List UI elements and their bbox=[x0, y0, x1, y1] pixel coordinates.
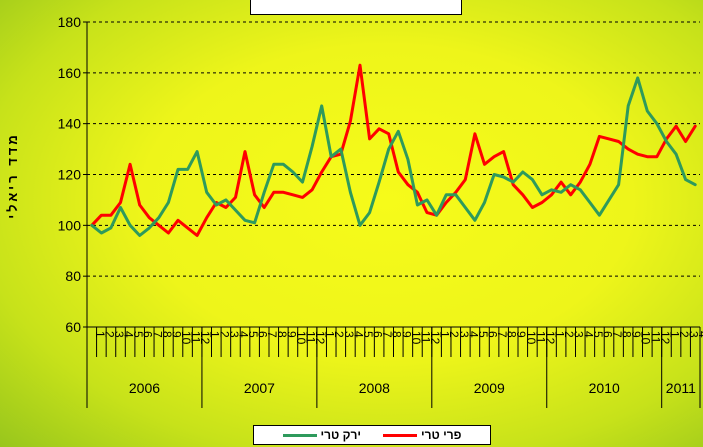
year-label: 2008 bbox=[359, 380, 390, 396]
x-tick-label: 3 bbox=[572, 331, 586, 338]
y-tick-label: 160 bbox=[58, 65, 82, 81]
x-tick-label: 9 bbox=[399, 331, 413, 338]
series-lines bbox=[90, 63, 697, 237]
x-tick-label: 12 bbox=[543, 331, 557, 345]
x-tick-label: 7 bbox=[150, 331, 164, 338]
x-tick-label: 2 bbox=[102, 331, 116, 338]
x-tick-label: 6 bbox=[600, 331, 614, 338]
x-tick-label: 8 bbox=[275, 331, 289, 338]
x-tick-label: 6 bbox=[141, 331, 155, 338]
year-label: 2007 bbox=[244, 380, 275, 396]
x-tick-label: 11 bbox=[304, 331, 318, 344]
legend-label-vegetable: ירק טרי bbox=[320, 428, 362, 442]
x-tick-label: 11 bbox=[648, 331, 662, 344]
x-tick-label: 1 bbox=[323, 331, 337, 338]
x-tick-label: 10 bbox=[294, 331, 308, 345]
legend-label-fruit: פרי טרי bbox=[421, 428, 462, 442]
y-tick-label: 60 bbox=[65, 319, 81, 335]
x-tick-label: 5 bbox=[476, 331, 490, 338]
x-tick-label: 6 bbox=[371, 331, 385, 338]
x-tick-label: 9 bbox=[169, 331, 183, 338]
x-tick-label: 3 bbox=[687, 331, 701, 338]
x-tick-label: 7 bbox=[495, 331, 509, 338]
x-tick-label: 4 bbox=[466, 331, 480, 338]
legend-item-vegetable: ירק טרי bbox=[282, 428, 362, 442]
y-tick-label: 140 bbox=[58, 116, 82, 132]
x-tick-label: 8 bbox=[390, 331, 404, 338]
x-tick-label: 1 bbox=[553, 331, 567, 338]
x-tick-label: 1 bbox=[208, 331, 222, 338]
x-tick-label: 10 bbox=[524, 331, 538, 345]
x-tick-label: 2 bbox=[217, 331, 231, 338]
x-tick-label: 12 bbox=[658, 331, 672, 345]
x-tick-label: 4 bbox=[696, 331, 703, 338]
year-labels: 2006 2007 2008 2009 2010 2011 bbox=[129, 380, 696, 396]
year-label: 2010 bbox=[589, 380, 620, 396]
x-tick-label: 5 bbox=[131, 331, 145, 338]
x-tick-label: 9 bbox=[629, 331, 643, 338]
x-tick-label: 11 bbox=[533, 331, 547, 344]
x-tick-label: 5 bbox=[246, 331, 260, 338]
x-tick-label: 9 bbox=[284, 331, 298, 338]
series-line-vegetable bbox=[90, 76, 697, 237]
x-tick-label: 3 bbox=[457, 331, 471, 338]
x-tick-label: 7 bbox=[380, 331, 394, 338]
x-tick-label: 7 bbox=[610, 331, 624, 338]
x-tick-label: 1 bbox=[667, 331, 681, 338]
x-tick-label: 6 bbox=[485, 331, 499, 338]
legend: פרי טרי ירק טרי bbox=[253, 425, 491, 445]
x-tick-label: 4 bbox=[351, 331, 365, 338]
x-tick-label: 6 bbox=[256, 331, 270, 338]
x-tick-label: 5 bbox=[591, 331, 605, 338]
x-tick-label: 4 bbox=[236, 331, 250, 338]
y-axis-label: מדד ריאלי bbox=[2, 100, 22, 250]
x-tick-label: 8 bbox=[160, 331, 174, 338]
year-label: 2011 bbox=[666, 380, 696, 396]
year-label: 2006 bbox=[129, 380, 160, 396]
y-tick-label: 100 bbox=[58, 217, 82, 233]
x-tick-label: 11 bbox=[418, 331, 432, 344]
x-tick-label: 10 bbox=[409, 331, 423, 345]
y-tick-label: 180 bbox=[58, 14, 82, 30]
chart-title bbox=[250, 0, 462, 15]
x-tick-label: 10 bbox=[639, 331, 653, 345]
x-tick-label: 12 bbox=[428, 331, 442, 345]
x-tick-label: 10 bbox=[179, 331, 193, 345]
x-tick-label: 8 bbox=[505, 331, 519, 338]
series-line-fruit bbox=[90, 63, 697, 237]
x-tick-label: 4 bbox=[581, 331, 595, 338]
x-tick-label: 2 bbox=[677, 331, 691, 338]
y-axis-label-text: מדד ריאלי bbox=[4, 131, 20, 219]
x-tick-label: 5 bbox=[361, 331, 375, 338]
x-tick-label: 3 bbox=[342, 331, 356, 338]
gridlines bbox=[87, 21, 700, 277]
x-tick-label: 4 bbox=[122, 331, 136, 338]
x-tick-label: 8 bbox=[620, 331, 634, 338]
y-tick-labels: 60 80 100 120 140 160 180 bbox=[58, 14, 82, 335]
x-tick-label: 1 bbox=[93, 331, 107, 338]
x-tick-label: 12 bbox=[198, 331, 212, 345]
y-tick-label: 80 bbox=[65, 268, 81, 284]
y-tick-label: 120 bbox=[58, 167, 82, 183]
x-tick-label: 3 bbox=[227, 331, 241, 338]
x-tick-label: 9 bbox=[514, 331, 528, 338]
x-tick-label: 7 bbox=[265, 331, 279, 338]
x-tick-label: 2 bbox=[562, 331, 576, 338]
x-tick-labels: 1234567891011121234567891011121234567891… bbox=[93, 331, 703, 345]
year-label: 2009 bbox=[474, 380, 505, 396]
x-tick-label: 11 bbox=[189, 331, 203, 344]
x-tick-label: 1 bbox=[438, 331, 452, 338]
legend-swatch-vegetable bbox=[282, 433, 317, 437]
x-tick-label: 2 bbox=[447, 331, 461, 338]
x-tick-label: 2 bbox=[332, 331, 346, 338]
x-tick-label: 12 bbox=[313, 331, 327, 345]
legend-item-fruit: פרי טרי bbox=[383, 428, 462, 442]
x-tick-label: 3 bbox=[112, 331, 126, 338]
axes bbox=[83, 21, 701, 408]
legend-swatch-fruit bbox=[383, 433, 418, 437]
